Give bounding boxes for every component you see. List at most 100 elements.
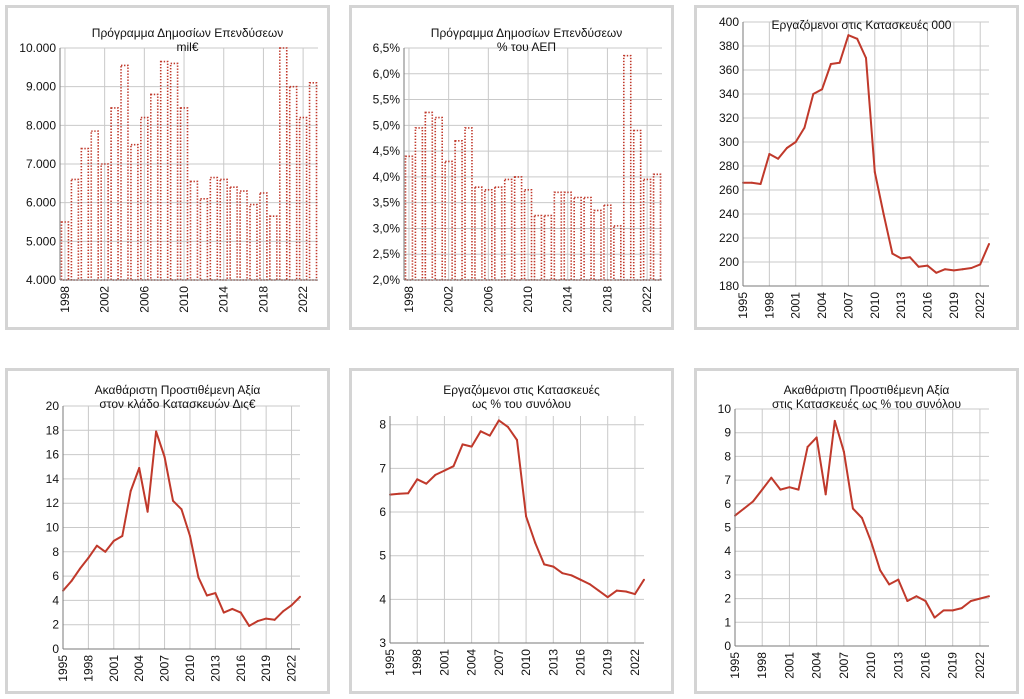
y-tick-label: 3,5%	[373, 196, 401, 210]
bar	[169, 62, 179, 281]
chart-panel-investment-gdp: 2,0% 2,5% 3,0% 3,5% 4,0% 4,5% 5,0% 5,5% 6,0% 6,5%…	[349, 5, 674, 330]
data-point	[942, 609, 945, 612]
data-point	[180, 508, 183, 511]
data-point	[407, 492, 410, 495]
data-point	[138, 466, 141, 469]
data-point	[933, 616, 936, 619]
data-point	[960, 607, 963, 610]
data-point	[579, 578, 582, 581]
chart-employees-thousands: 180 200 220 240 260 280 300 320 340 360 380 400 1995…	[719, 15, 990, 319]
y-tick-label: 14	[46, 472, 60, 486]
chart-title-block: Ακαθάριστη Προστιθέμενη Αξία στον κλάδο …	[8, 383, 327, 411]
data-point	[425, 482, 428, 485]
x-tick-label: 2002	[442, 286, 456, 313]
data-point	[906, 599, 909, 602]
data-point	[470, 445, 473, 448]
bar	[583, 196, 592, 281]
bar	[149, 93, 159, 281]
x-tick-label: 2013	[894, 292, 908, 319]
series-line	[743, 34, 990, 274]
data-point	[951, 609, 954, 612]
x-tick-label: 2002	[98, 286, 112, 313]
bar	[308, 82, 318, 281]
y-tick-label: 8	[379, 418, 386, 432]
data-point	[606, 596, 609, 599]
bar	[543, 214, 553, 281]
data-point	[172, 499, 175, 502]
bar	[454, 140, 463, 281]
bar	[288, 85, 298, 281]
x-tick-label: 2004	[810, 652, 824, 679]
x-tick-label: 2013	[208, 655, 222, 682]
data-point	[891, 252, 894, 255]
bar	[474, 186, 483, 281]
data-point	[443, 469, 446, 472]
data-point	[888, 583, 891, 586]
data-point	[856, 37, 859, 40]
x-tick-label: 2006	[481, 286, 495, 313]
y-tick-label: 20	[46, 399, 60, 413]
y-tick-label: 5.000	[26, 234, 56, 248]
y-tick-label: 6	[724, 497, 731, 511]
y-tick-label: 7	[724, 473, 731, 487]
data-point	[824, 493, 827, 496]
y-tick-label: 7	[379, 461, 386, 475]
bar	[424, 111, 434, 281]
bar	[259, 192, 268, 281]
x-tick-label: 1998	[755, 652, 769, 679]
data-point	[926, 264, 929, 267]
y-tick-label: 280	[719, 159, 739, 173]
y-tick-label: 360	[719, 63, 739, 77]
bar	[90, 130, 100, 281]
x-tick-label: 2010	[519, 649, 533, 676]
data-point	[970, 267, 973, 269]
x-tick-label: 2004	[815, 292, 829, 319]
data-point	[146, 510, 149, 513]
bar	[573, 196, 582, 281]
data-point	[155, 430, 158, 433]
data-point	[597, 589, 600, 592]
bar	[642, 178, 652, 281]
data-point	[861, 517, 863, 520]
bar	[159, 60, 169, 281]
bar	[209, 176, 219, 281]
y-tick-label: 6	[379, 505, 386, 519]
data-point	[265, 617, 268, 620]
chart-panel-employees-share: 3 4 5 6 7 8 1995 1998 2001 2004 2007 2010 2013 2016 20…	[349, 368, 674, 694]
data-point	[879, 569, 882, 572]
data-point	[282, 610, 285, 613]
x-tick-label: 2004	[465, 649, 479, 676]
x-tick-label: 2010	[183, 655, 197, 682]
data-point	[290, 604, 293, 607]
data-point	[299, 595, 301, 598]
data-point	[847, 34, 850, 37]
bar	[219, 178, 229, 281]
chart-employees-share: 3 4 5 6 7 8 1995 1998 2001 2004 2007 2010 2013 2016 20…	[379, 416, 645, 676]
data-point	[78, 567, 81, 570]
data-point	[961, 268, 964, 271]
data-point	[873, 171, 876, 173]
series-line	[62, 430, 301, 627]
chart-title-block: Πρόγραμμα Δημοσίων Επενδύσεων mil€	[8, 26, 327, 54]
series-line	[734, 419, 990, 619]
chart-investment-mil: 4.000 5.000 6.000 7.000 8.000 9.000 10.000 1998…	[19, 41, 318, 313]
x-tick-label: 2022	[973, 292, 987, 319]
data-point	[256, 620, 259, 623]
chart-title-block: Πρόγραμμα Δημοσίων Επενδύσεων % του ΑΕΠ	[352, 26, 671, 54]
chart-subtitle: % του ΑΕΠ	[496, 40, 557, 54]
data-point	[95, 544, 98, 547]
bar	[652, 173, 662, 281]
x-tick-label: 2016	[921, 292, 935, 319]
data-point	[833, 419, 836, 422]
data-point	[273, 618, 276, 621]
bar	[80, 147, 90, 281]
x-tick-label: 2019	[947, 292, 961, 319]
y-tick-label: 6.000	[26, 196, 56, 210]
chart-panel-employees-thousands: 180 200 220 240 260 280 300 320 340 360 380 400 1995…	[694, 5, 1019, 330]
y-tick-label: 340	[719, 87, 739, 101]
x-tick-label: 2001	[789, 292, 803, 319]
x-tick-label: 2022	[973, 652, 987, 679]
chart-panel-gva-share: 0 1 2 3 4 5 6 7 8 9 10 1995 1998 2001 2004 2007 2010 2013…	[694, 368, 1019, 694]
bar	[533, 214, 543, 281]
chart-subtitle: mil€	[176, 40, 199, 54]
